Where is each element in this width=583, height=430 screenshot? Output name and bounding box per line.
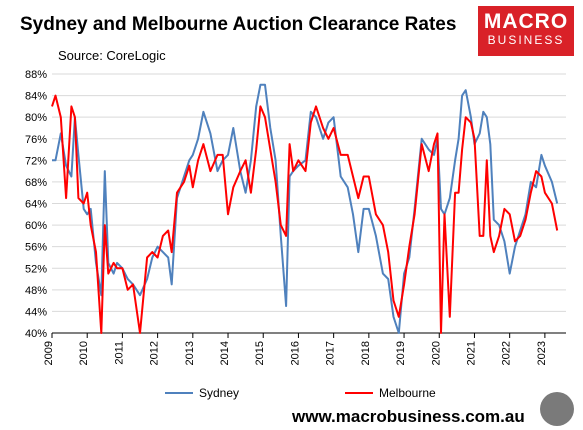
x-tick-label: 2022 [501, 341, 513, 365]
y-tick-label: 64% [25, 199, 47, 211]
chart-title: Sydney and Melbourne Auction Clearance R… [20, 14, 457, 35]
x-tick-label: 2013 [184, 341, 196, 365]
macrobusiness-logo: MACRO BUSINESS [478, 6, 574, 56]
x-tick-label: 2011 [113, 341, 125, 365]
x-tick-labels: 2009 2010 2011 2012 2013 2014 2015 2016 2017 2018… [43, 341, 548, 365]
y-tick-label: 56% [25, 242, 47, 254]
x-tick-label: 2019 [395, 341, 407, 365]
y-tick-labels: 40% 44% 48% 52% 56% 60% 64% 68% 72% 76% 80% 84% 88% [25, 69, 47, 340]
x-tick-label: 2012 [149, 341, 161, 365]
series-line-melbourne [51, 94, 559, 334]
legend-label-sydney: Sydney [199, 386, 240, 400]
y-tick-label: 44% [25, 306, 47, 318]
x-tick-label: 2017 [325, 341, 337, 365]
x-tick-label: 2009 [43, 341, 55, 365]
x-tick-label: 2023 [536, 341, 548, 365]
legend-label-melbourne: Melbourne [379, 386, 436, 400]
y-tick-label: 72% [25, 155, 47, 167]
legend-swatch-melbourne [345, 392, 373, 394]
chart-source: Source: CoreLogic [58, 48, 166, 63]
legend-swatch-sydney [165, 392, 193, 394]
x-tick-label: 2018 [360, 341, 372, 365]
x-tick-label: 2010 [78, 341, 90, 365]
y-tick-label: 52% [25, 263, 47, 275]
x-tick-label: 2014 [219, 341, 231, 365]
logo-main-text: MACRO [483, 10, 569, 33]
y-tick-label: 84% [25, 91, 47, 103]
y-tick-label: 88% [25, 69, 47, 81]
footer-url[interactable]: www.macrobusiness.com.au [292, 407, 525, 426]
x-tick-label: 2016 [289, 341, 301, 365]
y-tick-label: 40% [25, 328, 47, 340]
y-tick-label: 60% [25, 220, 47, 232]
x-tick-label: 2015 [254, 341, 266, 365]
y-tick-label: 80% [25, 112, 47, 124]
legend-item-sydney: Sydney [165, 386, 239, 400]
x-tick-label: 2021 [465, 341, 477, 365]
wolf-logo-icon [540, 392, 574, 426]
x-axis [51, 332, 566, 338]
y-tick-label: 48% [25, 285, 47, 297]
series-lines [51, 83, 559, 334]
logo-sub-text: BUSINESS [487, 33, 565, 47]
series-line-sydney [52, 83, 559, 334]
y-tick-label: 68% [25, 177, 47, 189]
chart-legend: Sydney Melbourne [0, 386, 583, 402]
y-tick-label: 76% [25, 134, 47, 146]
x-tick-label: 2020 [430, 341, 442, 365]
legend-item-melbourne: Melbourne [345, 386, 436, 400]
